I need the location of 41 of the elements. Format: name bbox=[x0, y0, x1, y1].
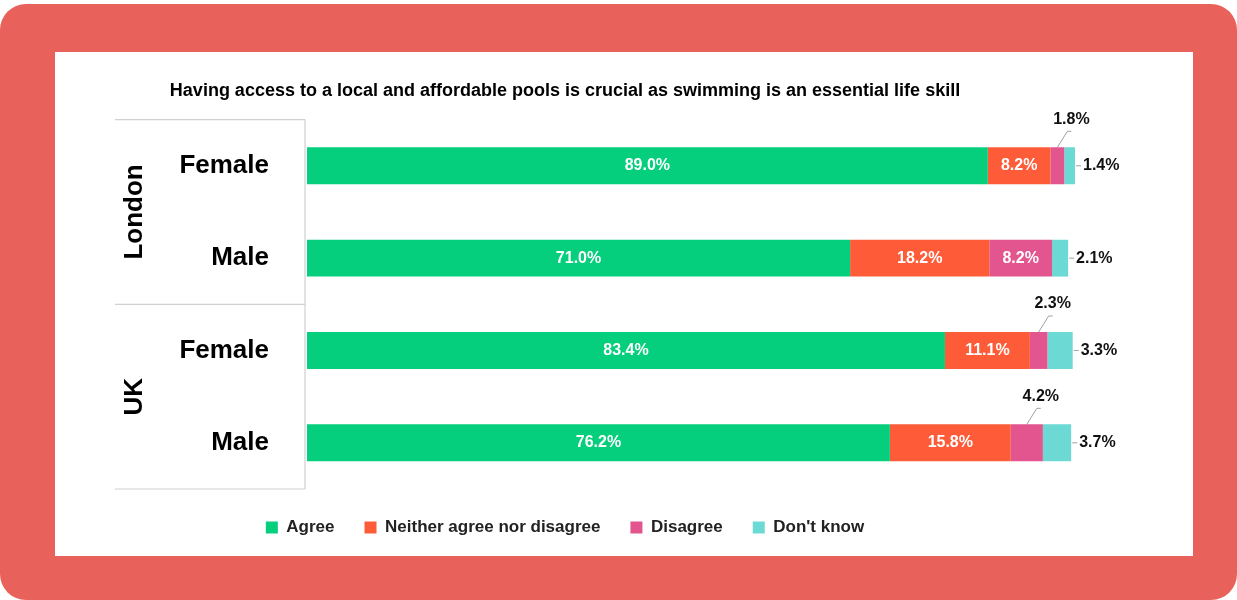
data-label: 18.2% bbox=[897, 248, 943, 266]
y-tick-label: Male bbox=[211, 426, 269, 456]
data-label: 76.2% bbox=[575, 433, 622, 451]
data-label: 1.4% bbox=[1083, 156, 1120, 174]
legend-label: Don't know bbox=[773, 517, 865, 537]
y-tick-label: Female bbox=[179, 148, 269, 179]
bar bbox=[307, 332, 945, 369]
bar bbox=[307, 424, 890, 462]
bar bbox=[307, 239, 851, 277]
bar bbox=[1029, 332, 1048, 369]
bar bbox=[307, 147, 988, 185]
bar bbox=[944, 332, 1030, 369]
bar bbox=[1042, 424, 1072, 462]
bar bbox=[1010, 424, 1043, 462]
data-label: 2.3% bbox=[1034, 294, 1071, 312]
y-tick-label: Male bbox=[211, 241, 269, 272]
data-label: 83.4% bbox=[603, 340, 649, 358]
bar bbox=[1052, 239, 1069, 277]
bar bbox=[889, 424, 1011, 462]
data-label: 3.7% bbox=[1079, 433, 1116, 451]
data-label: 4.2% bbox=[1022, 386, 1060, 404]
data-label: 1.8% bbox=[1053, 109, 1090, 127]
legend-label: Disagree bbox=[650, 517, 723, 537]
bar bbox=[1064, 147, 1075, 185]
data-label: 11.1% bbox=[965, 340, 1010, 358]
legend-label: Neither agree nor disagree bbox=[385, 517, 601, 537]
data-label: 8.2% bbox=[1002, 248, 1039, 266]
data-label: 15.8% bbox=[927, 433, 973, 451]
bar bbox=[1047, 332, 1073, 369]
data-label: 2.1% bbox=[1076, 248, 1113, 266]
data-label: 89.0% bbox=[624, 156, 671, 174]
bar bbox=[850, 239, 990, 277]
data-label: 71.0% bbox=[555, 248, 602, 266]
data-label: 8.2% bbox=[1000, 156, 1038, 174]
chart-title: Having access to a local and affordable pools is crucial as swimming is an essential life skill bbox=[169, 79, 961, 100]
legend-label: Agree bbox=[286, 517, 335, 537]
y-tick-label: Female bbox=[179, 333, 269, 364]
bar bbox=[1050, 147, 1065, 185]
data-label: 3.3% bbox=[1080, 340, 1118, 358]
text: London bbox=[118, 164, 149, 260]
text: UK bbox=[118, 377, 149, 416]
